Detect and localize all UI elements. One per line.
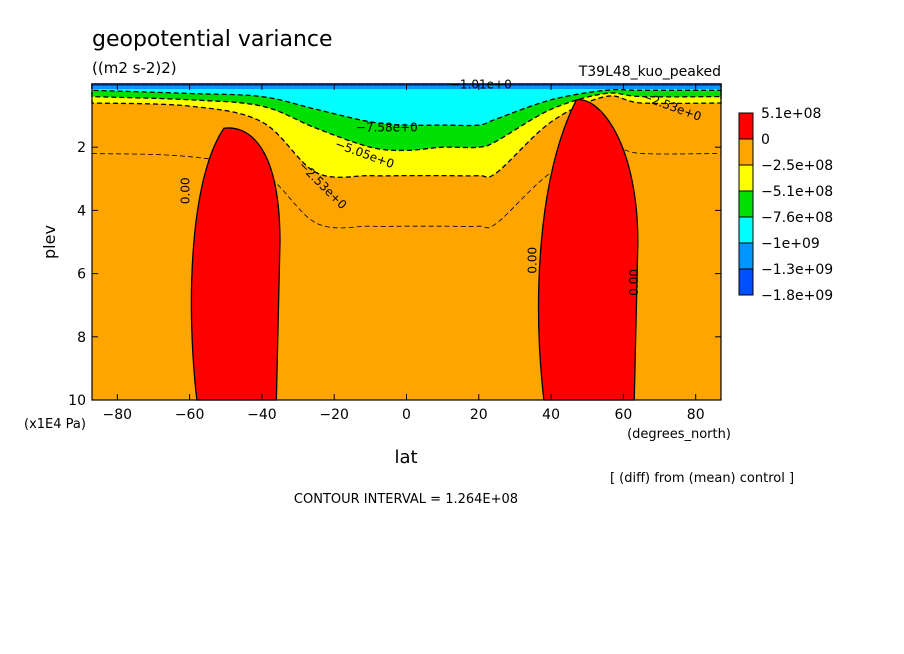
colorbar-swatch <box>738 112 754 140</box>
chart-title: geopotential variance <box>92 27 333 52</box>
contour-label: 0.00 <box>179 177 193 204</box>
plot-area: 0.000.000.00−7.58e+0−5.05e+0−2.53e+0−1.0… <box>68 78 722 423</box>
y-tick-label: 10 <box>68 393 86 409</box>
contour-label: 0.00 <box>526 247 540 274</box>
colorbar: 5.1e+08 0 −2.5e+08 −5.1e+08 −7.6e+08 −1e+09 −1… <box>738 106 833 304</box>
y-axis-units: (x1E4 Pa) <box>24 417 86 432</box>
band-cyan <box>91 83 722 127</box>
contour-label: −7.58e+0 <box>356 120 418 134</box>
x-tick-label: −40 <box>247 407 277 423</box>
x-tick-label: −80 <box>103 407 133 423</box>
colorbar-label: 5.1e+08 <box>761 106 821 122</box>
positive-cell-1 <box>190 127 281 401</box>
colorbar-swatch <box>738 268 754 296</box>
colorbar-label: −5.1e+08 <box>761 184 833 200</box>
x-tick-label: −60 <box>175 407 205 423</box>
colorbar-label: −7.6e+08 <box>761 210 833 226</box>
contour-label: 0.00 <box>627 269 641 296</box>
x-tick-label: 40 <box>542 407 560 423</box>
y-tick-label: 8 <box>77 330 86 346</box>
x-axis-units: (degrees_north) <box>627 427 731 442</box>
colorbar-swatch <box>738 190 754 218</box>
colorbar-label: −1.3e+09 <box>761 262 833 278</box>
colorbar-swatch <box>738 242 754 270</box>
colorbar-swatch <box>738 216 754 244</box>
x-tick-label: 60 <box>614 407 632 423</box>
x-tick-label: 0 <box>402 407 411 423</box>
y-tick-label: 4 <box>77 203 86 219</box>
chart-subtitle: ((m2 s-2)2) <box>92 59 177 77</box>
x-tick-label: −20 <box>319 407 349 423</box>
y-tick-label: 6 <box>77 267 86 283</box>
colorbar-label: −1e+09 <box>761 236 820 252</box>
y-tick-label: 2 <box>77 140 86 156</box>
x-axis-label: lat <box>394 447 417 468</box>
x-tick-label: 80 <box>687 407 705 423</box>
contour-label: −1.01e+0 <box>450 78 512 92</box>
y-axis-label: plev <box>40 225 59 259</box>
run-label: T39L48_kuo_peaked <box>578 64 721 80</box>
colorbar-swatch <box>738 164 754 192</box>
colorbar-label: −2.5e+08 <box>761 158 833 174</box>
contour-interval: CONTOUR INTERVAL = 1.264E+08 <box>294 492 518 507</box>
positive-cell-2 <box>537 99 639 401</box>
x-tick-label: 20 <box>470 407 488 423</box>
diff-note: [ (diff) from (mean) control ] <box>610 471 794 486</box>
colorbar-label: 0 <box>761 132 770 148</box>
colorbar-swatch <box>738 138 754 166</box>
colorbar-label: −1.8e+09 <box>761 288 833 304</box>
